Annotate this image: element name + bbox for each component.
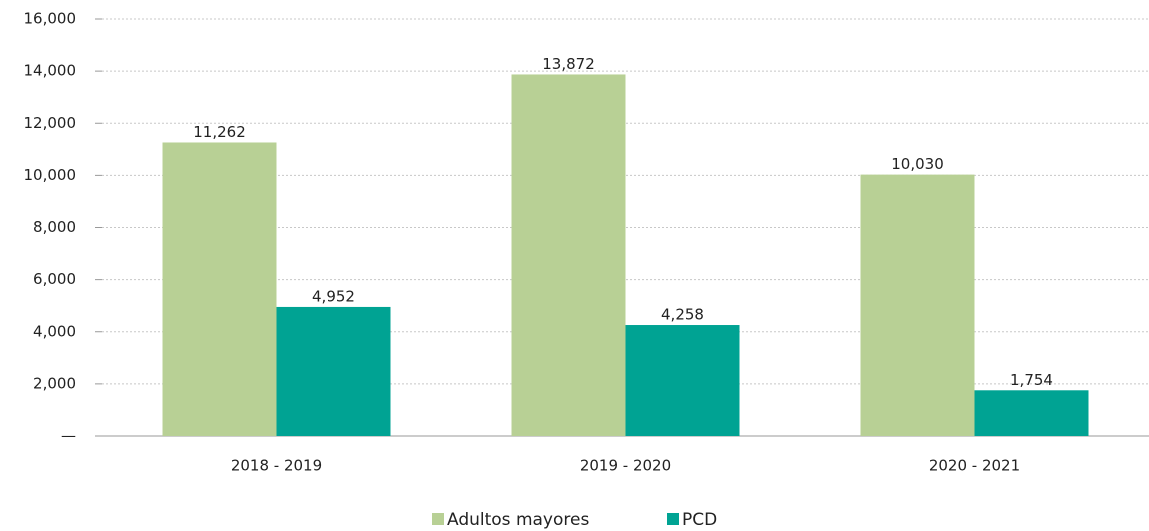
y-tick-label: 4,000 bbox=[33, 322, 76, 340]
y-tick-label: 8,000 bbox=[33, 218, 76, 236]
x-tick-label: 2018 - 2019 bbox=[231, 457, 322, 475]
bar bbox=[974, 390, 1089, 436]
bar bbox=[511, 74, 626, 436]
data-label: 1,754 bbox=[1010, 371, 1053, 389]
y-tick-label: — bbox=[61, 427, 76, 445]
legend-swatch bbox=[667, 513, 679, 525]
x-tick-label: 2019 - 2020 bbox=[580, 457, 671, 475]
y-tick-label: 12,000 bbox=[24, 114, 77, 132]
legend-label: PCD bbox=[682, 510, 717, 530]
legend-label: Adultos mayores bbox=[447, 510, 589, 530]
y-tick-label: 2,000 bbox=[33, 374, 76, 392]
bar bbox=[162, 142, 277, 436]
data-label: 4,258 bbox=[661, 306, 704, 324]
data-label: 11,262 bbox=[193, 123, 246, 141]
legend-swatch bbox=[432, 513, 444, 525]
bar bbox=[860, 174, 975, 436]
y-tick-label: 6,000 bbox=[33, 270, 76, 288]
bar bbox=[625, 325, 740, 436]
data-label: 13,872 bbox=[542, 55, 595, 73]
bar bbox=[276, 306, 391, 436]
y-tick-label: 10,000 bbox=[24, 166, 77, 184]
y-tick-label: 14,000 bbox=[24, 62, 77, 80]
data-label: 4,952 bbox=[312, 287, 355, 305]
x-tick-label: 2020 - 2021 bbox=[929, 457, 1020, 475]
y-tick-label: 16,000 bbox=[24, 10, 77, 28]
data-label: 10,030 bbox=[891, 155, 944, 173]
